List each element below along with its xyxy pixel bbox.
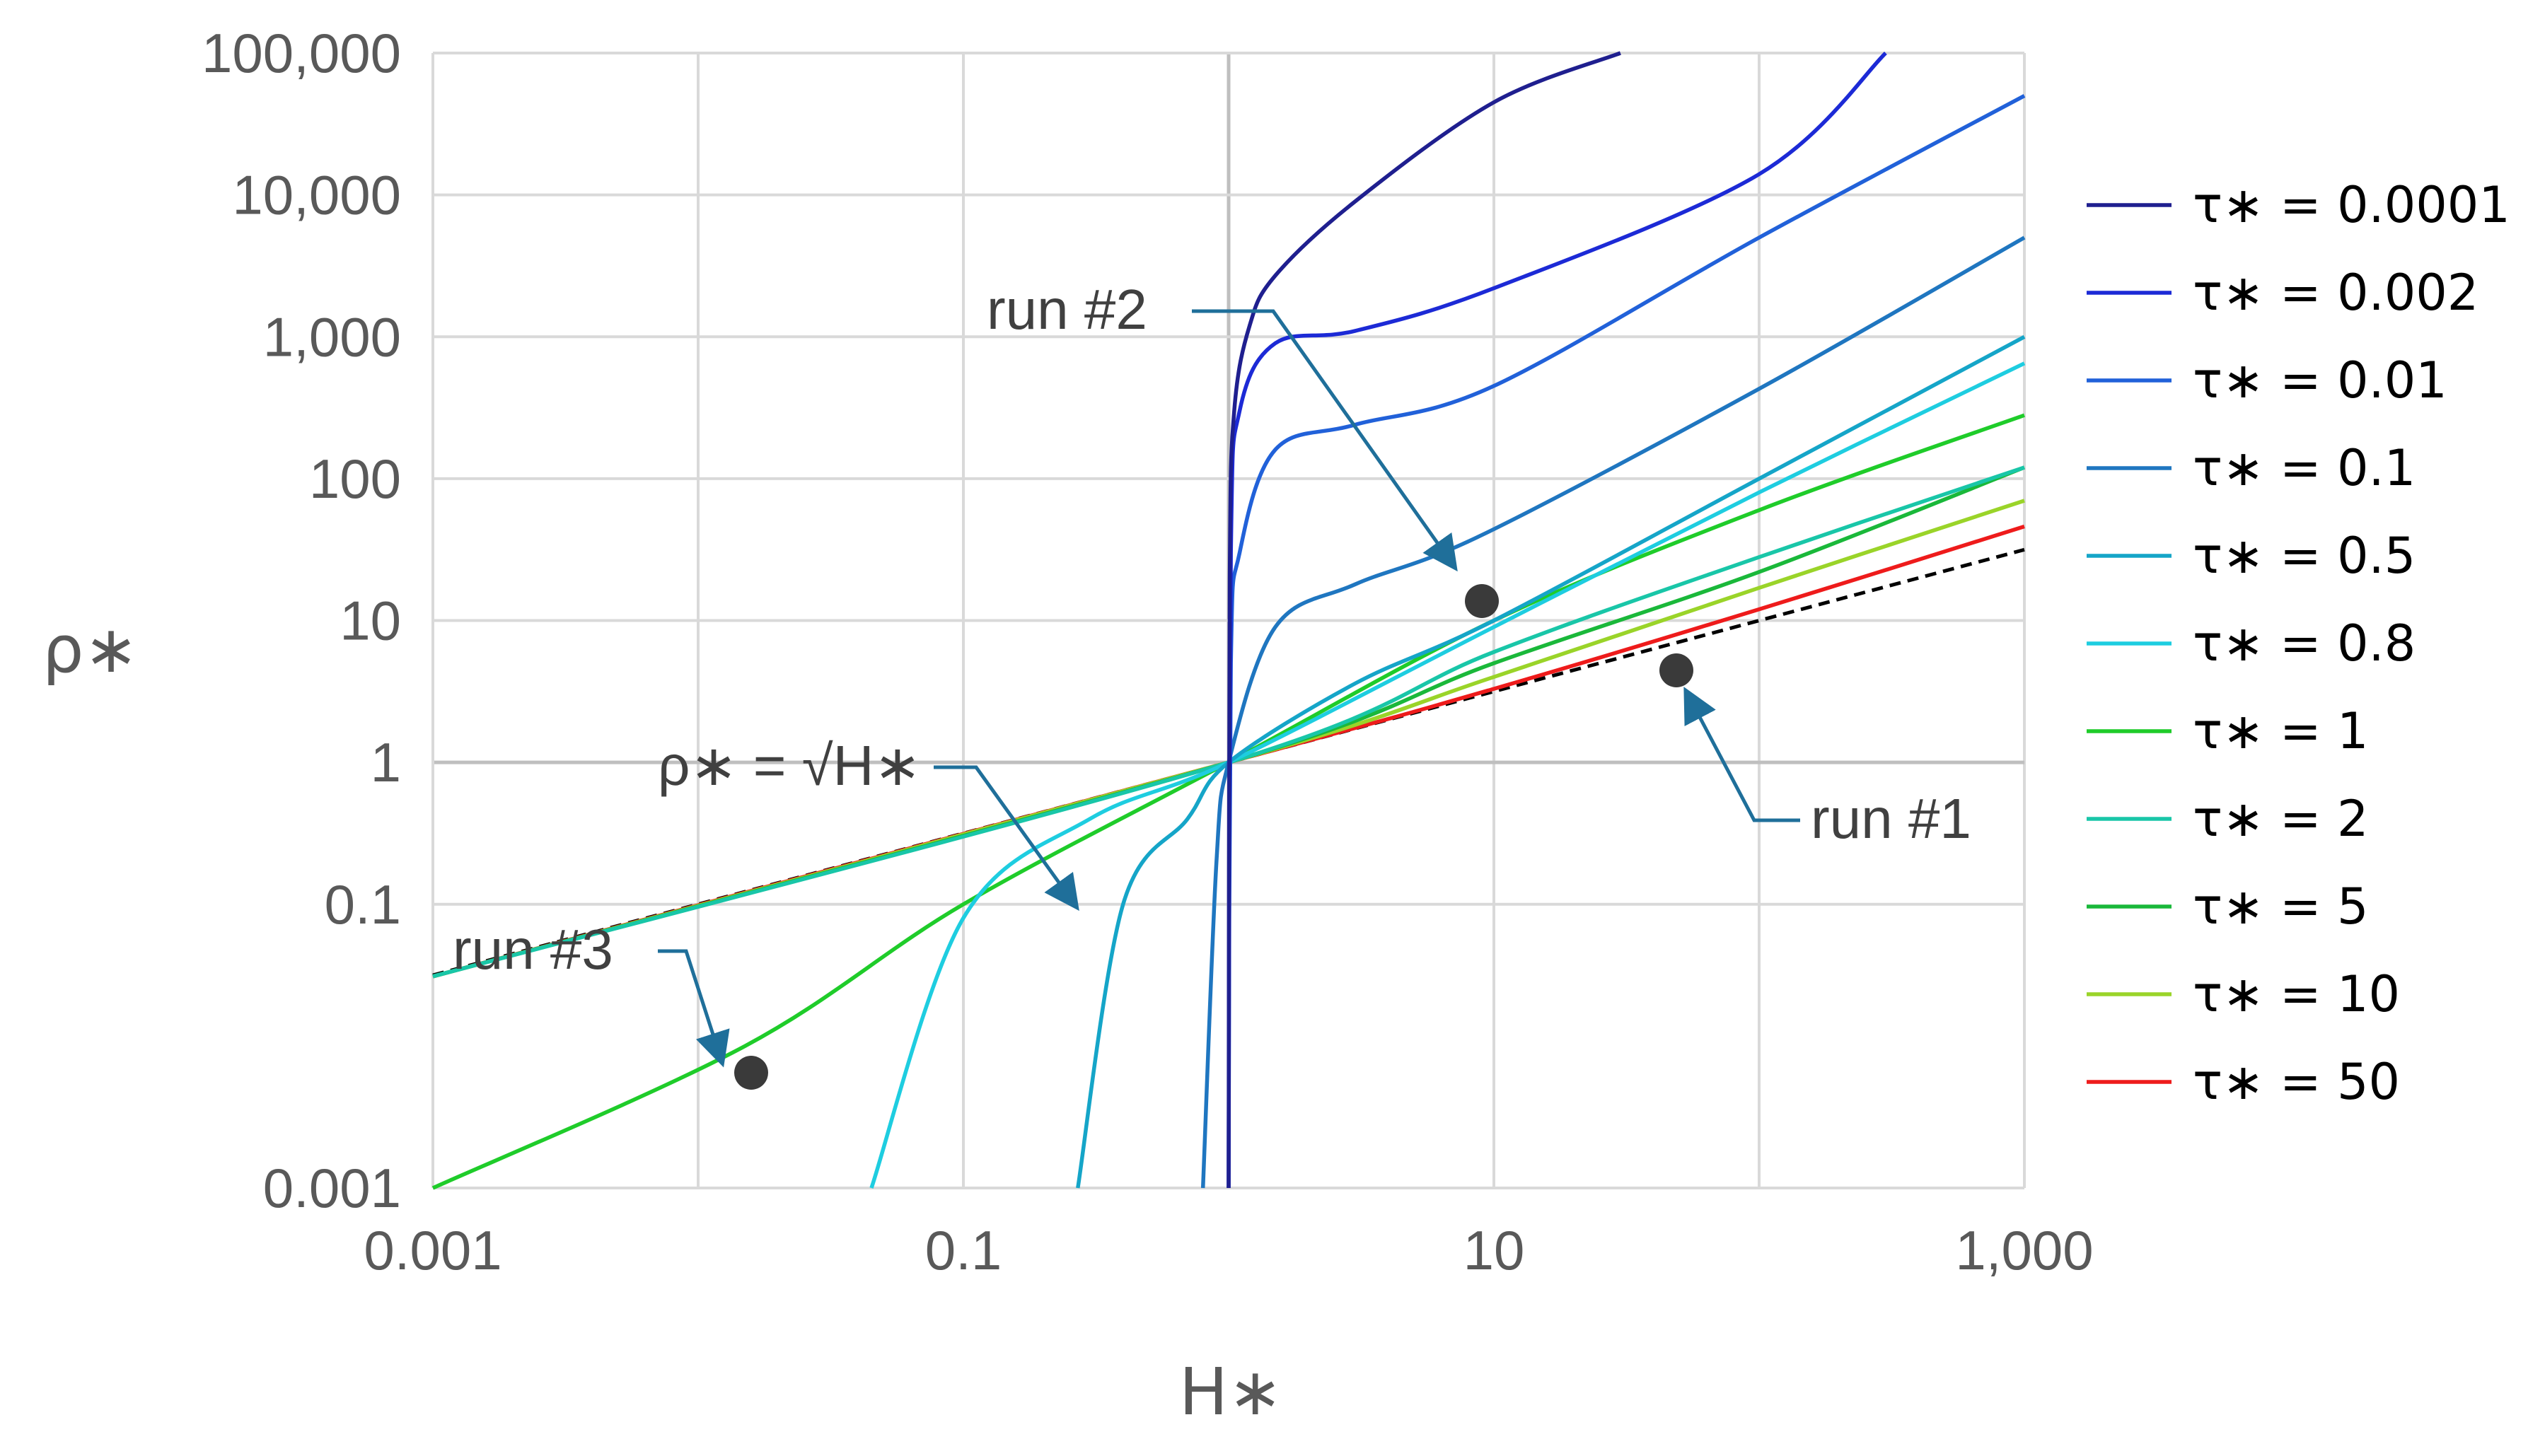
y-tick-label: 0.001 <box>263 1157 401 1219</box>
y-tick-label: 1 <box>371 731 401 793</box>
x-tick-label: 0.001 <box>364 1219 501 1281</box>
legend-label: τ∗ = 0.0001 <box>2193 176 2510 234</box>
legend-label: τ∗ = 2 <box>2193 790 2369 848</box>
annotation-label: run #2 <box>987 278 1147 341</box>
y-tick-label: 0.1 <box>325 873 401 936</box>
legend-label: τ∗ = 50 <box>2193 1053 2400 1111</box>
legend-label: τ∗ = 0.002 <box>2193 264 2478 322</box>
annotation-arrow <box>934 765 1079 912</box>
legend-label: τ∗ = 0.8 <box>2193 615 2416 672</box>
annotation-arrow <box>1683 687 1800 822</box>
run-marker-dot <box>734 1056 768 1090</box>
y-tick-label: 100,000 <box>202 22 401 84</box>
annotation-label: ρ∗ = √H∗ <box>658 734 921 797</box>
x-axis-title: H∗ <box>1179 1354 1282 1430</box>
x-tick-label: 10 <box>1463 1219 1525 1281</box>
annotations: run #2 run #1 run #3 ρ∗ = √H∗ <box>453 278 1971 1068</box>
series-line <box>1076 334 2026 1189</box>
y-axis-title: ρ∗ <box>42 612 138 687</box>
legend-label: τ∗ = 10 <box>2193 965 2400 1023</box>
annotation-arrow <box>1192 309 1458 572</box>
y-tick-label: 10,000 <box>232 164 401 226</box>
run-markers <box>734 584 1693 1090</box>
series-line <box>1200 235 2026 1189</box>
legend-label: τ∗ = 0.5 <box>2193 527 2416 585</box>
series-lines <box>431 51 2026 1190</box>
series-line <box>1227 93 2026 1189</box>
series-line <box>432 465 2025 979</box>
annotation-arrow <box>658 949 730 1068</box>
annotation-label: run #1 <box>1811 787 1971 850</box>
legend-label: τ∗ = 0.01 <box>2193 351 2447 409</box>
x-tick-label: 0.1 <box>925 1219 1002 1281</box>
series-line <box>869 361 2026 1189</box>
run-marker-dot <box>1465 584 1499 618</box>
y-tick-label: 10 <box>340 590 401 652</box>
x-tick-label: 1,000 <box>1955 1219 2093 1281</box>
tick-labels: 0.001 0.1 10 1,000 0.001 0.1 1 10 100 1,000 10,000… <box>202 22 2094 1281</box>
legend-label: τ∗ = 1 <box>2193 702 2369 760</box>
series-line <box>1227 51 1621 1189</box>
legend-label: τ∗ = 0.1 <box>2193 439 2416 497</box>
legend: τ∗ = 0.0001 τ∗ = 0.002 τ∗ = 0.01 τ∗ = 0.1 τ∗… <box>2087 176 2510 1111</box>
y-tick-label: 1,000 <box>263 305 401 368</box>
run-marker-dot <box>1659 653 1693 687</box>
annotation-label: run #3 <box>453 918 613 981</box>
y-tick-label: 100 <box>309 448 401 510</box>
legend-label: τ∗ = 5 <box>2193 878 2369 936</box>
